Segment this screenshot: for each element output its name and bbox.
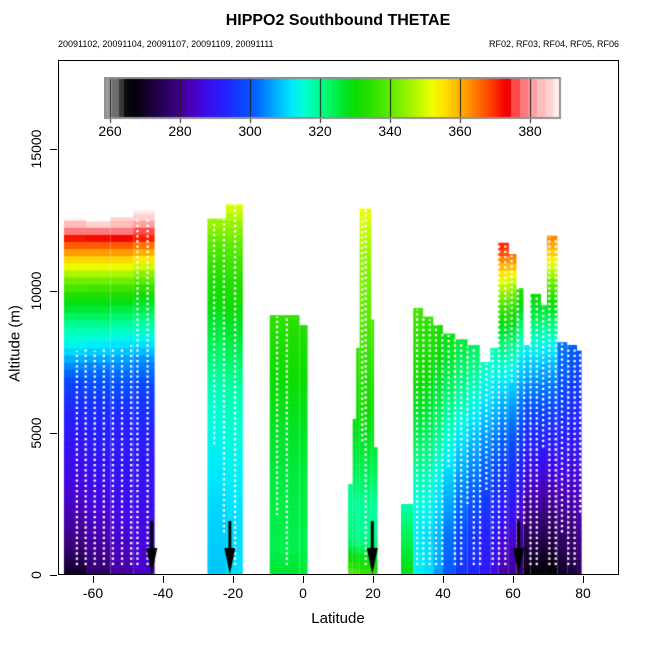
x-tick	[92, 576, 94, 583]
x-tick-label: -20	[222, 585, 244, 601]
plot-title: HIPPO2 Southbound THETAE	[225, 12, 451, 29]
x-tick	[442, 576, 444, 583]
y-tick	[50, 432, 57, 434]
x-axis-label: Latitude	[311, 610, 365, 627]
colorbar-tick-label: 360	[448, 123, 472, 139]
colorbar-tick-label: 380	[518, 123, 542, 139]
x-tick-label: 0	[299, 585, 307, 601]
y-tick-label: 0	[28, 571, 44, 579]
colorbar-tick-label: 320	[308, 123, 332, 139]
y-tick	[50, 574, 57, 576]
x-tick	[372, 576, 374, 583]
y-tick-label: 10000	[28, 271, 44, 311]
colorbar-tick-label: 280	[168, 123, 192, 139]
x-tick-label: 20	[365, 585, 381, 601]
x-tick-label: -40	[152, 585, 174, 601]
x-tick	[232, 576, 234, 583]
x-tick-label: 80	[575, 585, 591, 601]
x-tick	[582, 576, 584, 583]
colorbar-tick-label: 340	[378, 123, 402, 139]
x-tick-label: 40	[435, 585, 451, 601]
y-tick-label: 15000	[28, 129, 44, 169]
flight-dates: 20091102, 20091104, 20091107, 20091109, …	[58, 39, 274, 49]
colorbar	[104, 77, 562, 125]
colorbar-tick-label: 260	[98, 123, 122, 139]
flight-numbers: RF02, RF03, RF04, RF05, RF06	[488, 39, 619, 49]
colorbar-tick-label: 300	[238, 123, 262, 139]
x-tick-label: -60	[82, 585, 104, 601]
y-tick	[50, 290, 57, 292]
thetae-heatmap-canvas	[58, 60, 619, 575]
x-tick-label: 60	[505, 585, 521, 601]
y-axis-label: Altitude (m)	[6, 305, 24, 382]
y-tick	[50, 148, 57, 150]
x-tick	[512, 576, 514, 583]
x-tick	[162, 576, 164, 583]
y-tick-label: 5000	[28, 417, 44, 449]
plot-frame	[58, 60, 619, 575]
x-tick	[302, 576, 304, 583]
